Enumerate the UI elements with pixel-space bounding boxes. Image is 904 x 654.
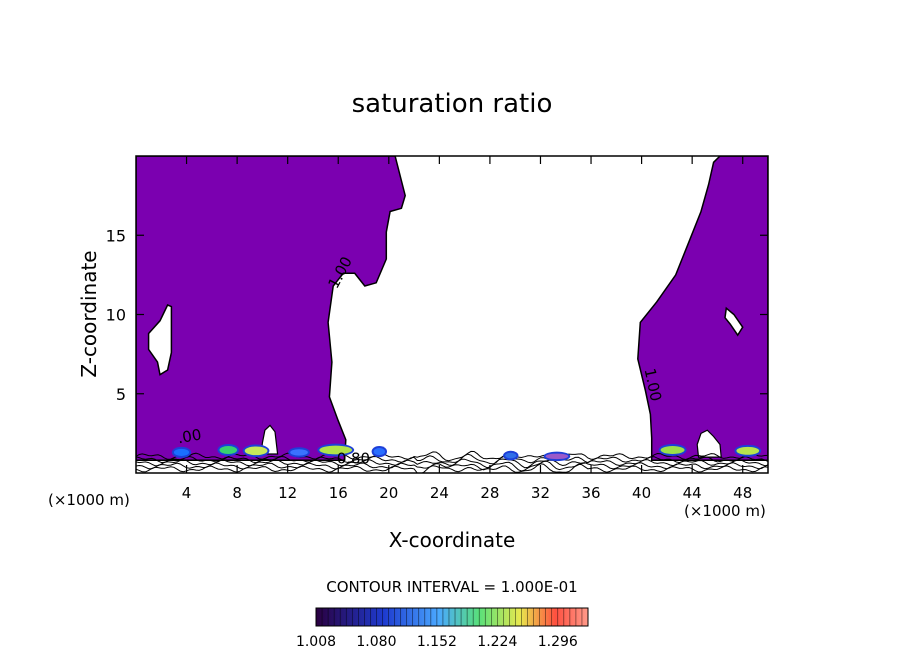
colorbar-frame <box>315 607 589 627</box>
colorbar-stripes <box>315 608 589 626</box>
saturation-cell-7 <box>545 453 569 460</box>
high-saturation-cells <box>171 443 762 462</box>
plot-area <box>136 156 768 473</box>
contour-fills <box>136 156 768 462</box>
contour-labels: 1.001.00.000.80 <box>176 254 665 468</box>
x-tick-label-32: 32 <box>531 484 550 502</box>
colorbar: 1.008 1.080 1.152 1.224 1.296 <box>296 607 589 650</box>
y-tick-label-15: 15 <box>106 226 126 245</box>
left-supersaturated-region <box>136 156 406 462</box>
y-tick-label-5: 5 <box>116 385 126 404</box>
x-tick-label-4: 4 <box>182 484 192 502</box>
saturation-cell-0 <box>173 448 190 456</box>
x-tick-label-36: 36 <box>581 484 600 502</box>
x-tick-label-8: 8 <box>232 484 242 502</box>
right-supersaturated-region <box>637 156 768 462</box>
contour-interval-text: CONTOUR INTERVAL = 1.000E-01 <box>326 578 577 596</box>
ground-contour-3 <box>136 460 768 472</box>
saturation-cell-3 <box>290 449 308 456</box>
contour-label-3: 0.80 <box>337 449 370 467</box>
x-unit-left: (×1000 m) <box>48 491 130 509</box>
colorbar-label-3: 1.224 <box>477 634 517 650</box>
saturation-cell-5 <box>373 448 386 456</box>
colorbar-labels: 1.008 1.080 1.152 1.224 1.296 <box>296 634 578 650</box>
saturation-cell-4 <box>319 445 353 455</box>
y-axis-ticks: 5 10 15 <box>106 226 768 404</box>
colorbar-gradient <box>316 608 588 626</box>
contour-label-2: .00 <box>176 425 203 447</box>
x-tick-label-28: 28 <box>480 484 499 502</box>
x-axis-ticks: 4 8 12 16 20 24 28 32 36 40 44 48 <box>182 156 752 502</box>
saturation-cell-6 <box>505 452 517 459</box>
saturation-cell-9 <box>736 446 760 455</box>
x-tick-label-12: 12 <box>278 484 297 502</box>
left-subsaturated-hole <box>147 304 173 376</box>
ground-contour-1 <box>136 453 768 465</box>
saturation-cell-8 <box>660 446 685 454</box>
x-tick-label-20: 20 <box>379 484 398 502</box>
x-tick-label-40: 40 <box>632 484 651 502</box>
x-tick-label-24: 24 <box>430 484 449 502</box>
ground-contour-4 <box>136 463 768 473</box>
saturation-cell-2 <box>244 446 268 456</box>
right-subsaturated-hole <box>724 306 744 337</box>
y-axis-label: Z-coordinate <box>77 250 101 377</box>
colorbar-label-2: 1.152 <box>417 634 457 650</box>
x-tick-label-44: 44 <box>683 484 702 502</box>
chart-title: saturation ratio <box>352 89 553 119</box>
colorbar-label-1: 1.080 <box>356 634 396 650</box>
x-unit-right: (×1000 m) <box>684 502 766 520</box>
saturation-cell-1 <box>219 446 238 454</box>
right-gap <box>696 429 722 458</box>
colorbar-label-4: 1.296 <box>538 634 578 650</box>
near-ground-contours <box>136 450 768 473</box>
ground-contour-0 <box>136 450 768 462</box>
x-axis-label: X-coordinate <box>389 528 516 552</box>
colorbar-label-0: 1.008 <box>296 634 336 650</box>
x-tick-label-16: 16 <box>329 484 348 502</box>
y-tick-label-10: 10 <box>106 306 126 325</box>
x-tick-label-48: 48 <box>733 484 752 502</box>
